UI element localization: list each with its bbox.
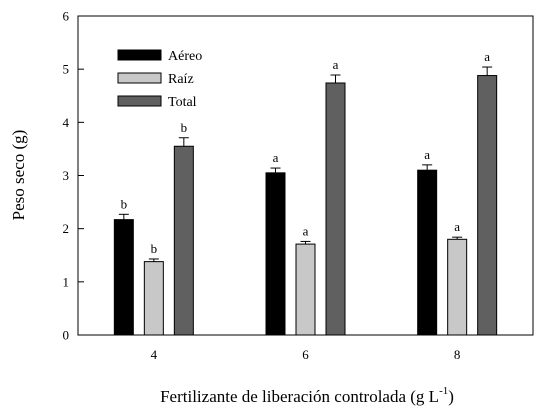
- y-tick-label: 4: [63, 115, 70, 130]
- y-axis: 0 1 2 3 4 5 6: [63, 9, 84, 343]
- y-tick-label: 2: [63, 221, 70, 236]
- x-tick-label: 8: [454, 347, 461, 362]
- bar: [325, 82, 346, 336]
- x-axis-title-superscript: -1: [439, 385, 448, 397]
- significance-label: b: [121, 196, 128, 211]
- significance-label: a: [273, 150, 279, 165]
- significance-label: a: [484, 49, 490, 64]
- legend-swatch: [117, 49, 162, 61]
- y-tick-label: 5: [63, 62, 70, 77]
- legend-label: Aéreo: [168, 49, 202, 64]
- y-tick-label: 3: [63, 168, 70, 183]
- bars: b a a b a a b a a: [113, 49, 498, 336]
- y-tick-label: 1: [63, 274, 70, 289]
- legend: Aéreo Raíz Total: [117, 49, 202, 110]
- y-tick-label: 0: [63, 328, 70, 343]
- bar: [447, 238, 468, 336]
- significance-label: a: [303, 223, 309, 238]
- significance-label: b: [181, 120, 188, 135]
- bar: [477, 75, 498, 336]
- bar: [143, 261, 164, 336]
- bar: [295, 243, 316, 336]
- significance-label: a: [333, 57, 339, 72]
- bar: [113, 219, 134, 336]
- x-axis-title-suffix: ): [448, 387, 454, 406]
- bar: [173, 145, 194, 336]
- x-axis-title: Fertilizante de liberación controlada (g…: [160, 385, 454, 406]
- x-axis-title-main: Fertilizante de liberación controlada (g…: [160, 387, 439, 406]
- y-tick-label: 6: [63, 9, 70, 24]
- significance-label: a: [424, 147, 430, 162]
- x-tick-label: 4: [151, 347, 158, 362]
- bar: [417, 169, 438, 336]
- legend-label: Raíz: [168, 72, 194, 87]
- y-axis-title: Peso seco (g): [9, 130, 28, 221]
- legend-swatch: [117, 95, 162, 107]
- significance-label: a: [454, 219, 460, 234]
- x-tick-label: 6: [302, 347, 309, 362]
- significance-label: b: [151, 241, 158, 256]
- legend-label: Total: [168, 95, 197, 110]
- bar: [265, 172, 286, 336]
- legend-swatch: [117, 72, 162, 84]
